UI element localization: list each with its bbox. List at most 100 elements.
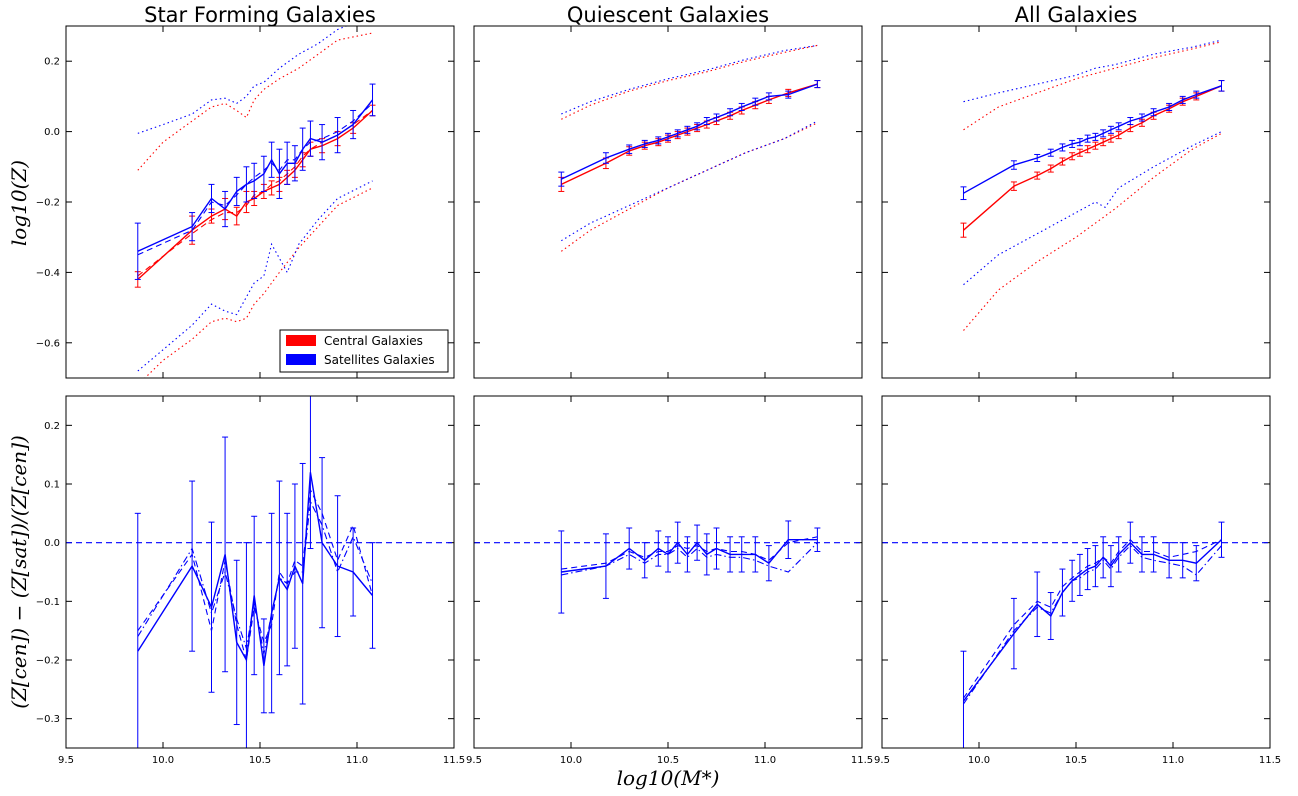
error-bar [1115, 131, 1122, 140]
error-bar [1138, 113, 1145, 122]
error-bar [1010, 597, 1017, 670]
x-tick-label: 11.0 [346, 755, 368, 766]
x-tick-label: 11.5 [443, 755, 465, 766]
y-tick-label: 0.0 [44, 538, 60, 549]
error-bar [276, 148, 283, 199]
y-tick-label: −0.2 [36, 198, 60, 209]
error-bar [1047, 592, 1054, 640]
error-bar [1127, 521, 1134, 564]
error-bar [1084, 145, 1091, 154]
error-bar [655, 136, 662, 145]
satellite-dashed-line [561, 536, 818, 570]
plot-area [66, 396, 454, 748]
error-bar [684, 536, 691, 573]
legend: Central Galaxies Satellites Galaxies [279, 329, 449, 373]
plot-area [558, 44, 821, 252]
x-tick-label: 9.5 [874, 755, 890, 766]
error-bar [1115, 122, 1122, 131]
error-bar [1138, 536, 1145, 573]
error-bar [276, 480, 283, 676]
legend-label-satellite: Satellites Galaxies [324, 353, 435, 367]
error-bar [727, 536, 734, 573]
panel-title-quiescent: Quiescent Galaxies [567, 3, 769, 27]
error-bar [1047, 164, 1054, 173]
satellite-dotted-line [963, 131, 1222, 286]
error-bar [694, 524, 701, 561]
error-bar [1179, 542, 1186, 579]
error-bar [1166, 542, 1173, 579]
error-bar [738, 102, 745, 111]
error-bar [1115, 536, 1122, 573]
y-axis-label-top: log10(Z) [7, 160, 31, 246]
x-tick-label: 10.5 [657, 755, 679, 766]
error-bar [1034, 153, 1041, 163]
error-bar [558, 530, 565, 614]
error-bar [960, 222, 967, 238]
satellite-dashdot-line [963, 544, 1222, 705]
y-tick-label: −0.4 [36, 268, 60, 279]
error-bar [1218, 80, 1225, 92]
error-bar [251, 515, 258, 676]
error-bar [785, 520, 792, 560]
plot-area [134, 26, 376, 378]
legend-label-central: Central Galaxies [324, 334, 423, 348]
x-tick-label: 10.5 [249, 755, 271, 766]
error-bar [189, 212, 196, 242]
error-bar [1100, 138, 1107, 147]
error-bar [233, 176, 240, 207]
error-bar [694, 122, 701, 131]
error-bar [626, 527, 633, 570]
error-bar [814, 527, 821, 552]
error-bar [1127, 124, 1134, 133]
panel-star-forming-difference: 9.5 10.0 10.5 11.0 11.5 −0.3 −0.2 −0.1 0.0 0.1 0.2 [36, 395, 465, 766]
satellite-dashdot-line [137, 499, 374, 655]
error-bar [134, 222, 141, 280]
x-axis-label: log10(M*) [617, 766, 720, 790]
error-bar [260, 618, 267, 714]
error-bar [307, 396, 314, 550]
axes-frame [473, 395, 863, 749]
satellite-dotted-line [963, 39, 1222, 103]
error-bar [1047, 148, 1054, 157]
error-bar [752, 97, 759, 106]
error-bar [222, 190, 229, 228]
error-bar [1150, 536, 1157, 573]
x-tick-label: 10.0 [968, 755, 990, 766]
x-tick-label: 9.5 [58, 755, 74, 766]
x-tick-label: 10.5 [1065, 755, 1087, 766]
central-dotted-line [561, 44, 818, 120]
error-bar [674, 521, 681, 564]
x-tick-label: 11.5 [851, 755, 873, 766]
error-bar [260, 155, 267, 192]
central-solid-line [137, 109, 373, 280]
error-bar [350, 109, 357, 140]
x-tick-label: 11.5 [1259, 755, 1281, 766]
error-bar [602, 152, 609, 164]
satellite-dotted-line [561, 120, 818, 242]
error-bar [268, 180, 275, 196]
error-bar [1107, 125, 1114, 134]
error-bar [674, 129, 681, 138]
satellite-dotted-line [561, 44, 818, 115]
error-bar [641, 139, 648, 148]
x-tick-label: 11.0 [1162, 755, 1184, 766]
panel-title-star-forming: Star Forming Galaxies [144, 3, 376, 27]
y-tick-label: 0.0 [44, 127, 60, 138]
legend-swatch-satellite [286, 354, 316, 365]
central-solid-line [963, 85, 1222, 231]
error-bar [208, 521, 215, 693]
error-bar [738, 536, 745, 573]
error-bar [1069, 139, 1076, 148]
error-bar [243, 542, 250, 748]
error-bar [1084, 548, 1091, 591]
error-bar [1076, 138, 1083, 147]
error-bar [1084, 134, 1091, 143]
error-bar [626, 144, 633, 154]
error-bar [665, 132, 671, 141]
error-bar [641, 542, 648, 579]
satellite-dashed-line [137, 102, 373, 256]
y-axis-label-bottom: (Z[cen]) − (Z[sat])/(Z[cen]) [7, 435, 31, 709]
y-tick-label: 0.2 [44, 421, 60, 432]
central-dotted-line [963, 41, 1222, 131]
